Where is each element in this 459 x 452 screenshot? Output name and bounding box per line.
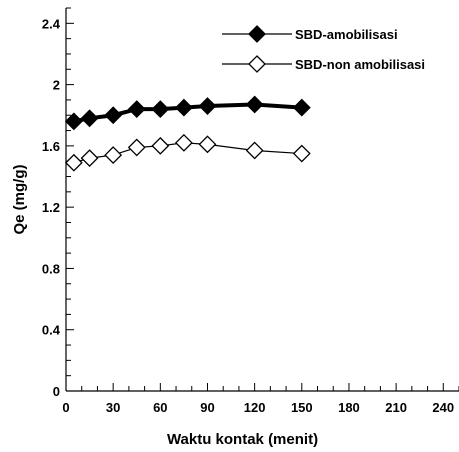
legend: SBD-amobilisasi SBD-non amobilisasi	[222, 25, 425, 73]
data-point	[104, 146, 123, 164]
data-point	[245, 95, 264, 114]
y-axis-ticks: 0 0.4 0.8 1.2 1.6 2 2.4	[42, 7, 74, 399]
series-1	[64, 95, 311, 131]
legend-label: SBD-non amobilisasi	[295, 57, 425, 72]
x-tick-label: 0	[62, 400, 69, 415]
data-point	[151, 136, 170, 155]
data-point	[174, 98, 193, 117]
data-point	[80, 109, 99, 128]
legend-item: SBD-amobilisasi	[222, 25, 398, 43]
legend-marker	[248, 55, 266, 73]
x-tick-label: 30	[106, 400, 120, 415]
legend-item: SBD-non amobilisasi	[222, 55, 425, 73]
y-tick-label: 2.4	[42, 16, 61, 31]
x-axis-title: Waktu kontak (menit)	[167, 431, 318, 448]
data-point	[127, 138, 146, 157]
x-tick-label: 90	[200, 400, 214, 415]
series-2	[64, 133, 311, 172]
x-tick-label: 240	[432, 400, 454, 415]
x-axis-ticks: 0 30 60 90 120 150 180 210 240	[62, 383, 459, 415]
y-axis-title: Qe (mg/g)	[11, 164, 28, 234]
data-point	[245, 141, 264, 160]
x-tick-label: 150	[291, 400, 313, 415]
x-tick-label: 180	[338, 400, 360, 415]
data-point	[151, 100, 170, 119]
y-tick-label: 2	[53, 78, 60, 93]
data-point	[127, 100, 146, 119]
y-tick-label: 1.2	[42, 200, 60, 215]
data-point	[198, 135, 217, 154]
data-point	[292, 144, 311, 163]
data-point	[198, 97, 217, 115]
x-tick-label: 60	[153, 400, 167, 415]
y-tick-label: 0.8	[42, 261, 60, 276]
legend-label: SBD-amobilisasi	[295, 27, 398, 42]
x-tick-label: 120	[244, 400, 266, 415]
x-tick-label: 210	[385, 400, 407, 415]
y-tick-label: 0	[53, 384, 60, 399]
y-tick-label: 0.4	[42, 323, 61, 338]
series-layer	[64, 95, 311, 172]
plot-frame	[65, 8, 459, 392]
data-point	[64, 112, 83, 131]
y-tick-label: 1.6	[42, 139, 60, 154]
data-point	[174, 133, 193, 152]
data-point	[80, 149, 99, 168]
legend-marker	[248, 25, 266, 43]
data-point	[64, 153, 83, 172]
data-point	[292, 98, 311, 117]
data-point	[104, 106, 123, 125]
